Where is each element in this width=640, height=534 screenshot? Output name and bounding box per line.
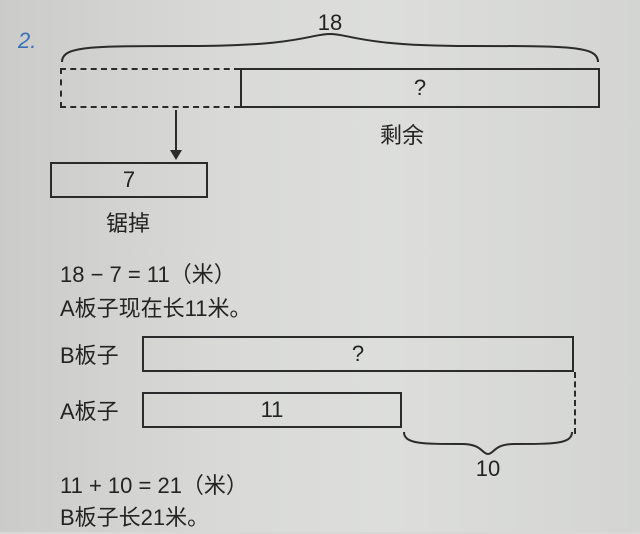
statement-1: A板子现在长11米。 xyxy=(60,292,252,326)
equation-1: 18 − 7 = 11（米） xyxy=(60,258,252,292)
box-b: ? xyxy=(142,336,574,372)
label-b: B板子 xyxy=(60,338,140,370)
bar-remaining: ? xyxy=(240,68,600,108)
diagram-bottom: B板子 ? A板子 11 10 xyxy=(60,336,600,486)
row-a: A板子 11 xyxy=(60,392,600,428)
problem-number: 2. xyxy=(18,28,36,54)
label-a: A板子 xyxy=(60,394,140,426)
original-bar: ? xyxy=(60,68,600,108)
bar-remaining-label: ? xyxy=(414,75,426,101)
dash-right xyxy=(574,372,576,434)
brace-top-icon xyxy=(60,32,600,64)
page: 2. 18 ? 剩余 7 锯掉 18 − 7 = 11（米） A板子现在长11米… xyxy=(0,0,640,532)
brace-diff-label: 10 xyxy=(476,456,500,482)
bar-cut-part xyxy=(60,68,240,108)
brace-bottom-icon xyxy=(402,430,574,456)
row-b: B板子 ? xyxy=(60,336,600,372)
box-a: 11 xyxy=(142,392,402,428)
arrow-down-icon xyxy=(175,110,177,158)
brace-total: 18 xyxy=(60,32,600,64)
brace-diff: 10 xyxy=(402,430,574,456)
total-label: 18 xyxy=(318,10,342,36)
box-a-label: 11 xyxy=(261,397,284,423)
cut-box-label: 7 xyxy=(123,167,135,193)
remaining-caption: 剩余 xyxy=(380,118,424,150)
diagram-top: 18 ? 剩余 7 锯掉 xyxy=(60,10,600,250)
cut-box: 7 xyxy=(50,162,208,198)
solution-step-1: 18 − 7 = 11（米） A板子现在长11米。 xyxy=(60,258,252,326)
solution-step-2: 11 + 10 = 21（米） B板子长21米。 xyxy=(60,470,248,534)
statement-2: B板子长21米。 xyxy=(60,502,248,534)
equation-2: 11 + 10 = 21（米） xyxy=(60,470,248,502)
box-b-label: ? xyxy=(352,341,364,367)
cut-caption: 锯掉 xyxy=(106,206,150,238)
